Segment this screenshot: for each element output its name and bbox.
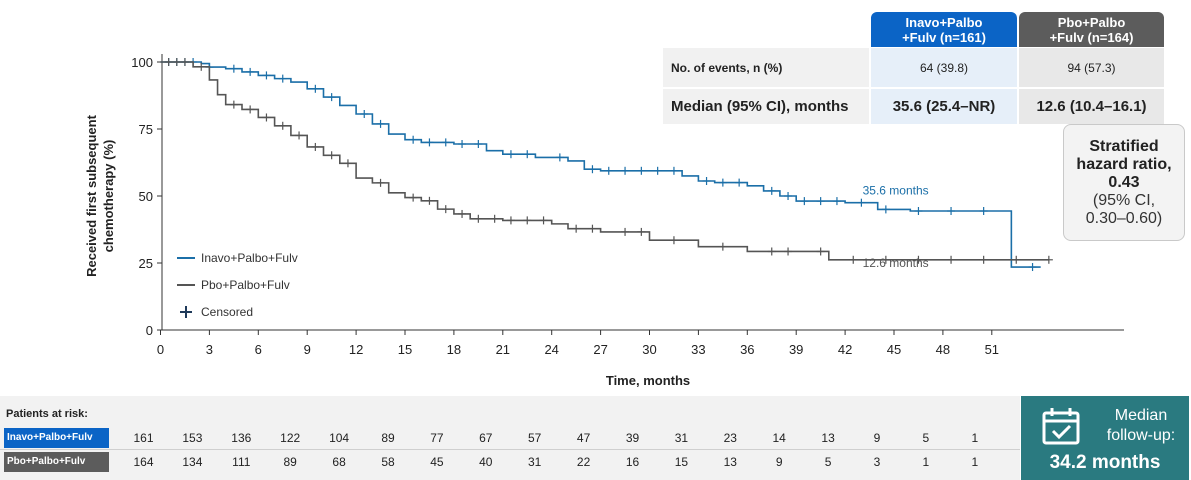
x-tick-label: 45 bbox=[887, 342, 901, 357]
risk-cell-pbo: 1 bbox=[971, 455, 979, 469]
events-label: No. of events, n (%) bbox=[663, 48, 869, 87]
risk-cell-pbo: 3 bbox=[873, 455, 881, 469]
hazard-ratio-value: Stratified hazard ratio, 0.43 bbox=[1076, 137, 1172, 191]
hazard-ratio-ci: (95% CI, 0.30–0.60) bbox=[1085, 191, 1163, 227]
risk-cell-pbo: 40 bbox=[479, 455, 493, 469]
risk-cell-pbo: 89 bbox=[283, 455, 297, 469]
risk-arm-label-pbo: Pbo+Palbo+Fulv bbox=[4, 452, 109, 472]
hazard-ratio-box: Stratified hazard ratio, 0.43 (95% CI, 0… bbox=[1063, 124, 1185, 241]
risk-cell-inavo: 122 bbox=[280, 431, 301, 445]
risk-table-divider bbox=[0, 449, 1020, 450]
risk-cell-inavo: 161 bbox=[133, 431, 154, 445]
risk-cell-inavo: 23 bbox=[723, 431, 737, 445]
risk-cell-pbo: 22 bbox=[576, 455, 591, 469]
risk-cell-pbo: 31 bbox=[528, 455, 542, 469]
x-tick-label: 21 bbox=[496, 342, 510, 357]
median-label: Median (95% CI), months bbox=[663, 89, 869, 124]
x-tick-label: 30 bbox=[642, 342, 656, 357]
median-inavo: 35.6 (25.4–NR) bbox=[871, 89, 1017, 124]
risk-cell-pbo: 134 bbox=[182, 455, 203, 469]
risk-arm-label-inavo: Inavo+Palbo+Fulv bbox=[4, 428, 109, 448]
median-col-header-pbo: Pbo+Palbo +Fulv (n=164) bbox=[1019, 12, 1164, 47]
risk-cell-inavo: 67 bbox=[479, 431, 493, 445]
events-row: No. of events, n (%) 64 (39.8) 94 (57.3) bbox=[663, 48, 1164, 87]
risk-cell-pbo: 5 bbox=[824, 455, 832, 469]
y-tick-label: 100 bbox=[131, 55, 153, 70]
risk-cell-inavo: 89 bbox=[381, 431, 395, 445]
median-col-header-pbo-text: Pbo+Palbo +Fulv (n=164) bbox=[1049, 14, 1134, 45]
legend-label: Pbo+Palbo+Fulv bbox=[201, 278, 290, 292]
y-axis-title-line: chemotherapy (%) bbox=[101, 140, 116, 253]
median-col-header-inavo: Inavo+Palbo +Fulv (n=161) bbox=[871, 12, 1017, 47]
median-annotation: 12.6 months bbox=[863, 256, 929, 270]
risk-cell-pbo: 13 bbox=[723, 455, 737, 469]
x-axis-title: Time, months bbox=[606, 373, 690, 388]
risk-cell-inavo: 14 bbox=[772, 431, 786, 445]
median-pbo: 12.6 (10.4–16.1) bbox=[1019, 89, 1164, 124]
median-annotation: 35.6 months bbox=[863, 184, 929, 198]
risk-cell-pbo: 45 bbox=[430, 455, 444, 469]
risk-cell-inavo: 1 bbox=[971, 431, 979, 445]
risk-cell-pbo: 9 bbox=[775, 455, 783, 469]
events-pbo: 94 (57.3) bbox=[1019, 48, 1164, 87]
y-tick-label: 0 bbox=[146, 323, 153, 338]
legend-label: Inavo+Palbo+Fulv bbox=[201, 251, 298, 265]
risk-cell-inavo: 13 bbox=[821, 431, 835, 445]
x-tick-label: 27 bbox=[593, 342, 607, 357]
x-tick-label: 39 bbox=[789, 342, 803, 357]
followup-value: 34.2 months bbox=[1049, 452, 1161, 473]
x-tick-label: 12 bbox=[349, 342, 363, 357]
x-tick-label: 15 bbox=[398, 342, 412, 357]
x-tick-label: 3 bbox=[206, 342, 213, 357]
risk-cell-pbo: 58 bbox=[381, 455, 395, 469]
calendar-check-icon bbox=[1042, 408, 1080, 445]
y-tick-label: 75 bbox=[139, 122, 153, 137]
followup-box: Median follow-up: 34.2 months bbox=[1021, 396, 1189, 480]
risk-cell-inavo: 104 bbox=[329, 431, 350, 445]
risk-cell-pbo: 16 bbox=[625, 455, 640, 469]
risk-cell-inavo: 39 bbox=[625, 431, 640, 445]
x-tick-label: 48 bbox=[936, 342, 950, 357]
risk-cell-inavo: 9 bbox=[873, 431, 881, 445]
x-tick-label: 18 bbox=[447, 342, 461, 357]
risk-cell-inavo: 77 bbox=[430, 431, 444, 445]
x-tick-label: 9 bbox=[304, 342, 311, 357]
x-tick-label: 0 bbox=[157, 342, 164, 357]
median-col-header-inavo-text: Inavo+Palbo +Fulv (n=161) bbox=[902, 14, 986, 45]
events-inavo: 64 (39.8) bbox=[871, 48, 1017, 87]
risk-cell-pbo: 164 bbox=[133, 455, 154, 469]
y-axis-title: Received first subsequent chemotherapy (%… bbox=[84, 114, 116, 276]
axes-layer bbox=[157, 54, 1124, 335]
risk-table: Patients at risk: Inavo+Palbo+Fulv Pbo+P… bbox=[0, 396, 1020, 480]
risk-cell-inavo: 31 bbox=[674, 431, 689, 445]
x-tick-label: 33 bbox=[691, 342, 705, 357]
risk-cell-pbo: 15 bbox=[674, 455, 689, 469]
risk-cell-pbo: 111 bbox=[232, 455, 251, 469]
risk-cell-inavo: 153 bbox=[182, 431, 203, 445]
risk-cell-pbo: 1 bbox=[922, 455, 930, 469]
followup-label: Median follow-up: bbox=[1106, 407, 1176, 444]
risk-cell-inavo: 57 bbox=[528, 431, 542, 445]
km-curve-inavo bbox=[160, 61, 1041, 268]
x-tick-label: 51 bbox=[985, 342, 999, 357]
risk-table-title: Patients at risk: bbox=[6, 408, 88, 420]
curves-layer bbox=[160, 58, 1053, 272]
x-tick-label: 42 bbox=[838, 342, 852, 357]
risk-cell-inavo: 5 bbox=[922, 431, 930, 445]
median-row: Median (95% CI), months 35.6 (25.4–NR) 1… bbox=[663, 89, 1164, 124]
x-tick-label: 6 bbox=[255, 342, 262, 357]
y-tick-label: 50 bbox=[139, 189, 153, 204]
risk-cell-inavo: 47 bbox=[576, 431, 591, 445]
risk-cell-pbo: 68 bbox=[332, 455, 346, 469]
y-tick-label: 25 bbox=[139, 256, 153, 271]
risk-cell-inavo: 136 bbox=[231, 431, 252, 445]
km-curve-pbo bbox=[160, 61, 1049, 261]
y-axis-title-line: Received first subsequent bbox=[84, 114, 99, 276]
x-tick-label: 36 bbox=[740, 342, 754, 357]
legend-label: Censored bbox=[201, 305, 253, 319]
x-tick-label: 24 bbox=[544, 342, 558, 357]
